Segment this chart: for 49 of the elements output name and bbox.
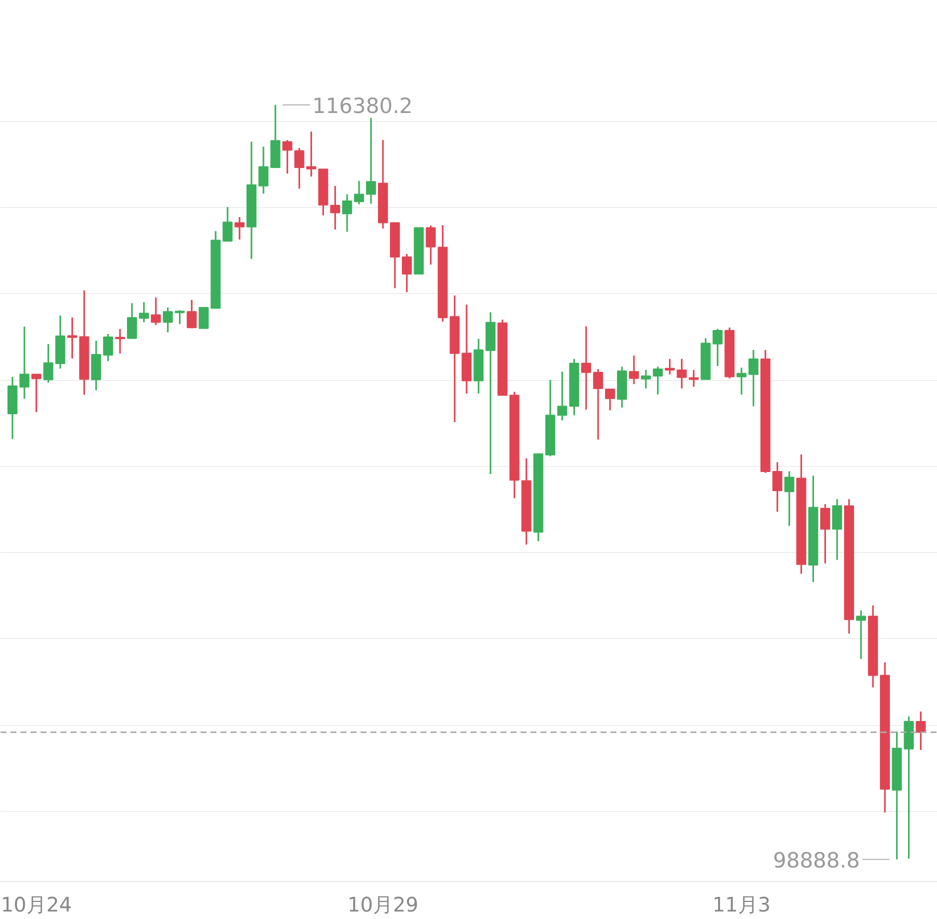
candlestick — [366, 117, 376, 204]
annotation: 98888.8 — [772, 848, 860, 872]
x-tick-label: 11月3 — [712, 892, 771, 916]
candlestick — [330, 185, 340, 230]
x-tick-label: 10月29 — [348, 892, 418, 916]
candlestick — [138, 301, 149, 324]
candlestick — [282, 139, 292, 174]
candlestick — [174, 309, 185, 325]
candlestick — [772, 461, 782, 513]
candlestick — [664, 358, 675, 376]
candlestick — [43, 343, 54, 384]
candlestick — [593, 368, 604, 440]
candlestick — [19, 326, 30, 400]
candlestick — [354, 180, 364, 206]
candlestick — [557, 370, 568, 422]
candlestick — [426, 224, 436, 266]
candlestick — [222, 206, 233, 242]
candlestick — [306, 130, 316, 178]
annotation: 116380.2 — [312, 94, 413, 118]
candlestick — [581, 326, 592, 410]
candlestick — [676, 358, 687, 390]
candlestick — [126, 302, 137, 340]
candlestick — [150, 296, 161, 326]
candlestick — [652, 366, 663, 396]
candlestick — [31, 373, 42, 413]
candlestick — [748, 349, 758, 408]
candlestick — [162, 306, 173, 334]
candlestick — [402, 253, 412, 293]
candlestick — [916, 710, 926, 751]
candlestick — [832, 498, 842, 561]
candlestick — [115, 328, 125, 354]
candlestick — [103, 333, 114, 362]
candlestick — [258, 146, 268, 194]
candlestick — [198, 307, 209, 329]
candlestick — [628, 354, 639, 385]
candlestick — [640, 369, 651, 390]
candlestick — [712, 328, 723, 367]
x-tick-label: 10月24 — [0, 892, 72, 916]
candlestick — [820, 503, 830, 564]
candlestick — [186, 299, 197, 330]
candlestick — [234, 216, 245, 240]
candlestick — [605, 388, 616, 412]
candlestick — [784, 470, 794, 527]
candlestick — [736, 366, 746, 396]
candlestick — [342, 193, 352, 233]
candlestick — [688, 369, 699, 388]
candlestick — [294, 147, 304, 190]
candlestick — [67, 316, 78, 360]
candlestick — [856, 610, 866, 660]
